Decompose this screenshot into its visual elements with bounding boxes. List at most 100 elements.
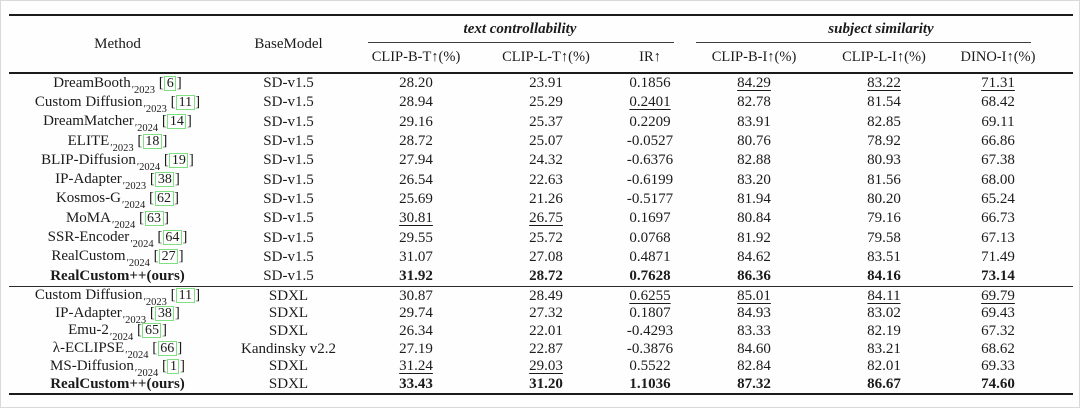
citation-link[interactable]: 14	[167, 114, 187, 130]
col-header-basemodel: BaseModel	[254, 35, 323, 52]
metric-headers-right: CLIP-B-I↑(%) CLIP-L-I↑(%) DINO-I↑(%)	[689, 43, 1073, 72]
basemodel-cell: SD-v1.5	[263, 248, 314, 265]
value-cell: -0.4293	[626, 322, 674, 339]
table-row: Kosmos-G′2024 [62] SD-v1.5 25.69 21.26 -0.51…	[9, 190, 1073, 212]
citation-link[interactable]: 11	[176, 288, 195, 304]
value-cell: 79.16	[867, 210, 901, 227]
method-year: ′2024	[109, 332, 134, 344]
method-year: ′2024	[134, 367, 159, 379]
value-cell: 66.86	[981, 133, 1015, 150]
value-cell: 23.91	[529, 75, 563, 92]
citation-link[interactable]: 63	[144, 210, 164, 226]
value-cell: 69.43	[981, 305, 1015, 322]
row-group: DreamBooth′2023 [6] SD-v1.5 28.20 23.91 0.18…	[9, 74, 1073, 286]
value-cell: 28.72	[529, 268, 563, 285]
table-row: Custom Diffusion′2023 [11] SDXL 30.87 28.49…	[9, 287, 1073, 309]
citation-link[interactable]: 64	[162, 230, 182, 246]
basemodel-cell: SD-v1.5	[263, 229, 314, 246]
citation-link[interactable]: 27	[159, 249, 179, 265]
method-cell: ELITE′2023 [18]	[67, 132, 168, 154]
table-row: DreamBooth′2023 [6] SD-v1.5 28.20 23.91 0.18…	[9, 74, 1073, 96]
value-cell: 31.92	[399, 268, 433, 285]
citation-link[interactable]: 38	[155, 172, 175, 188]
value-cell: 0.7628	[629, 268, 671, 285]
method-cell: Kosmos-G′2024 [62]	[55, 190, 180, 212]
method-name: MoMA	[65, 209, 111, 226]
method-cell: Emu-2′2024 [65]	[68, 322, 167, 344]
metric-headers-left: CLIP-B-T↑(%) CLIP-L-T↑(%) IR↑	[351, 43, 689, 72]
method-cell: DreamBooth′2023 [6]	[53, 74, 182, 96]
citation-link[interactable]: 65	[142, 323, 162, 339]
method-name: RealCustom++(ours)	[50, 268, 185, 285]
bottom-rule	[9, 393, 1073, 396]
value-cell: 82.19	[867, 322, 901, 339]
value-cell: 83.02	[867, 305, 901, 322]
value-cell: 27.94	[399, 152, 433, 169]
value-cell: -0.3876	[626, 340, 674, 357]
method-year: ′2023	[122, 314, 147, 326]
method-year: ′2024	[111, 219, 136, 231]
method-year: ′2024	[134, 123, 159, 135]
value-cell: 29.16	[399, 113, 433, 130]
method-cell: MS-Diffusion′2024 [1]	[50, 357, 185, 379]
value-cell: 22.87	[529, 340, 563, 357]
citation-link[interactable]: 62	[154, 191, 174, 207]
method-year: ′2024	[125, 350, 149, 362]
citation-link[interactable]: 11	[176, 94, 195, 110]
value-cell: 84.16	[867, 268, 901, 285]
basemodel-cell: SD-v1.5	[263, 190, 314, 207]
method-name: MS-Diffusion	[50, 357, 134, 374]
table-body: DreamBooth′2023 [6] SD-v1.5 28.20 23.91 0.18…	[9, 74, 1073, 393]
method-name: DreamMatcher	[43, 113, 134, 130]
value-cell: 28.20	[399, 75, 433, 92]
value-cell: 83.20	[737, 171, 771, 188]
citation-link[interactable]: 38	[155, 305, 175, 321]
value-cell: 25.37	[529, 113, 563, 130]
method-name: IP-Adapter	[55, 171, 122, 188]
value-cell: 22.63	[529, 171, 563, 188]
method-cell: RealCustom′2024 [27]	[51, 248, 184, 270]
row-group: Custom Diffusion′2023 [11] SDXL 30.87 28.49…	[9, 287, 1073, 393]
method-cell: IP-Adapter′2023 [38]	[55, 171, 180, 193]
basemodel-cell: SD-v1.5	[263, 268, 314, 285]
method-name: BLIP-Diffusion	[41, 151, 136, 168]
method-cell: RealCustom++(ours)	[9, 267, 226, 286]
citation-link[interactable]: 18	[142, 133, 162, 149]
value-cell: 83.51	[867, 248, 901, 265]
value-cell: 67.38	[981, 152, 1015, 169]
method-cell: Custom Diffusion′2023 [11]	[34, 287, 201, 309]
col-header-method: Method	[94, 35, 141, 52]
value-cell: 84.93	[737, 305, 771, 322]
value-cell: 0.0768	[629, 229, 671, 246]
value-cell: 84.29	[737, 75, 771, 92]
value-cell: 68.42	[981, 94, 1015, 111]
value-cell: 26.34	[399, 322, 433, 339]
citation-link[interactable]: 6	[164, 75, 177, 91]
group-separator-rule	[9, 286, 1073, 288]
method-name: RealCustom	[51, 248, 126, 265]
method-name: ELITE	[67, 132, 110, 149]
value-cell: 21.26	[529, 190, 563, 207]
col-header-dino-i: DINO-I↑(%)	[960, 49, 1036, 65]
value-cell: 78.92	[867, 133, 901, 150]
top-rule	[9, 14, 1073, 16]
basemodel-cell: SDXL	[268, 376, 309, 393]
method-cell: RealCustom++(ours)	[9, 376, 226, 394]
value-cell: 27.19	[399, 340, 433, 357]
value-cell: 0.5522	[629, 358, 671, 375]
value-cell: 84.60	[737, 340, 771, 357]
method-year: ′2023	[122, 181, 147, 193]
value-cell: 30.87	[399, 287, 433, 304]
method-name: Kosmos-G	[55, 190, 121, 207]
basemodel-cell: SD-v1.5	[263, 171, 314, 188]
method-cell: IP-Adapter′2023 [38]	[55, 304, 180, 326]
citation-link[interactable]: 66	[157, 341, 177, 357]
citation-link[interactable]: 1	[167, 358, 180, 374]
method-cell: Custom Diffusion′2023 [11]	[34, 93, 201, 115]
value-cell: 25.07	[529, 133, 563, 150]
value-cell: 26.54	[399, 171, 433, 188]
value-cell: 22.01	[529, 322, 563, 339]
value-cell: 69.33	[981, 358, 1015, 375]
method-year: ′2023	[143, 103, 167, 115]
citation-link[interactable]: 19	[169, 152, 189, 168]
